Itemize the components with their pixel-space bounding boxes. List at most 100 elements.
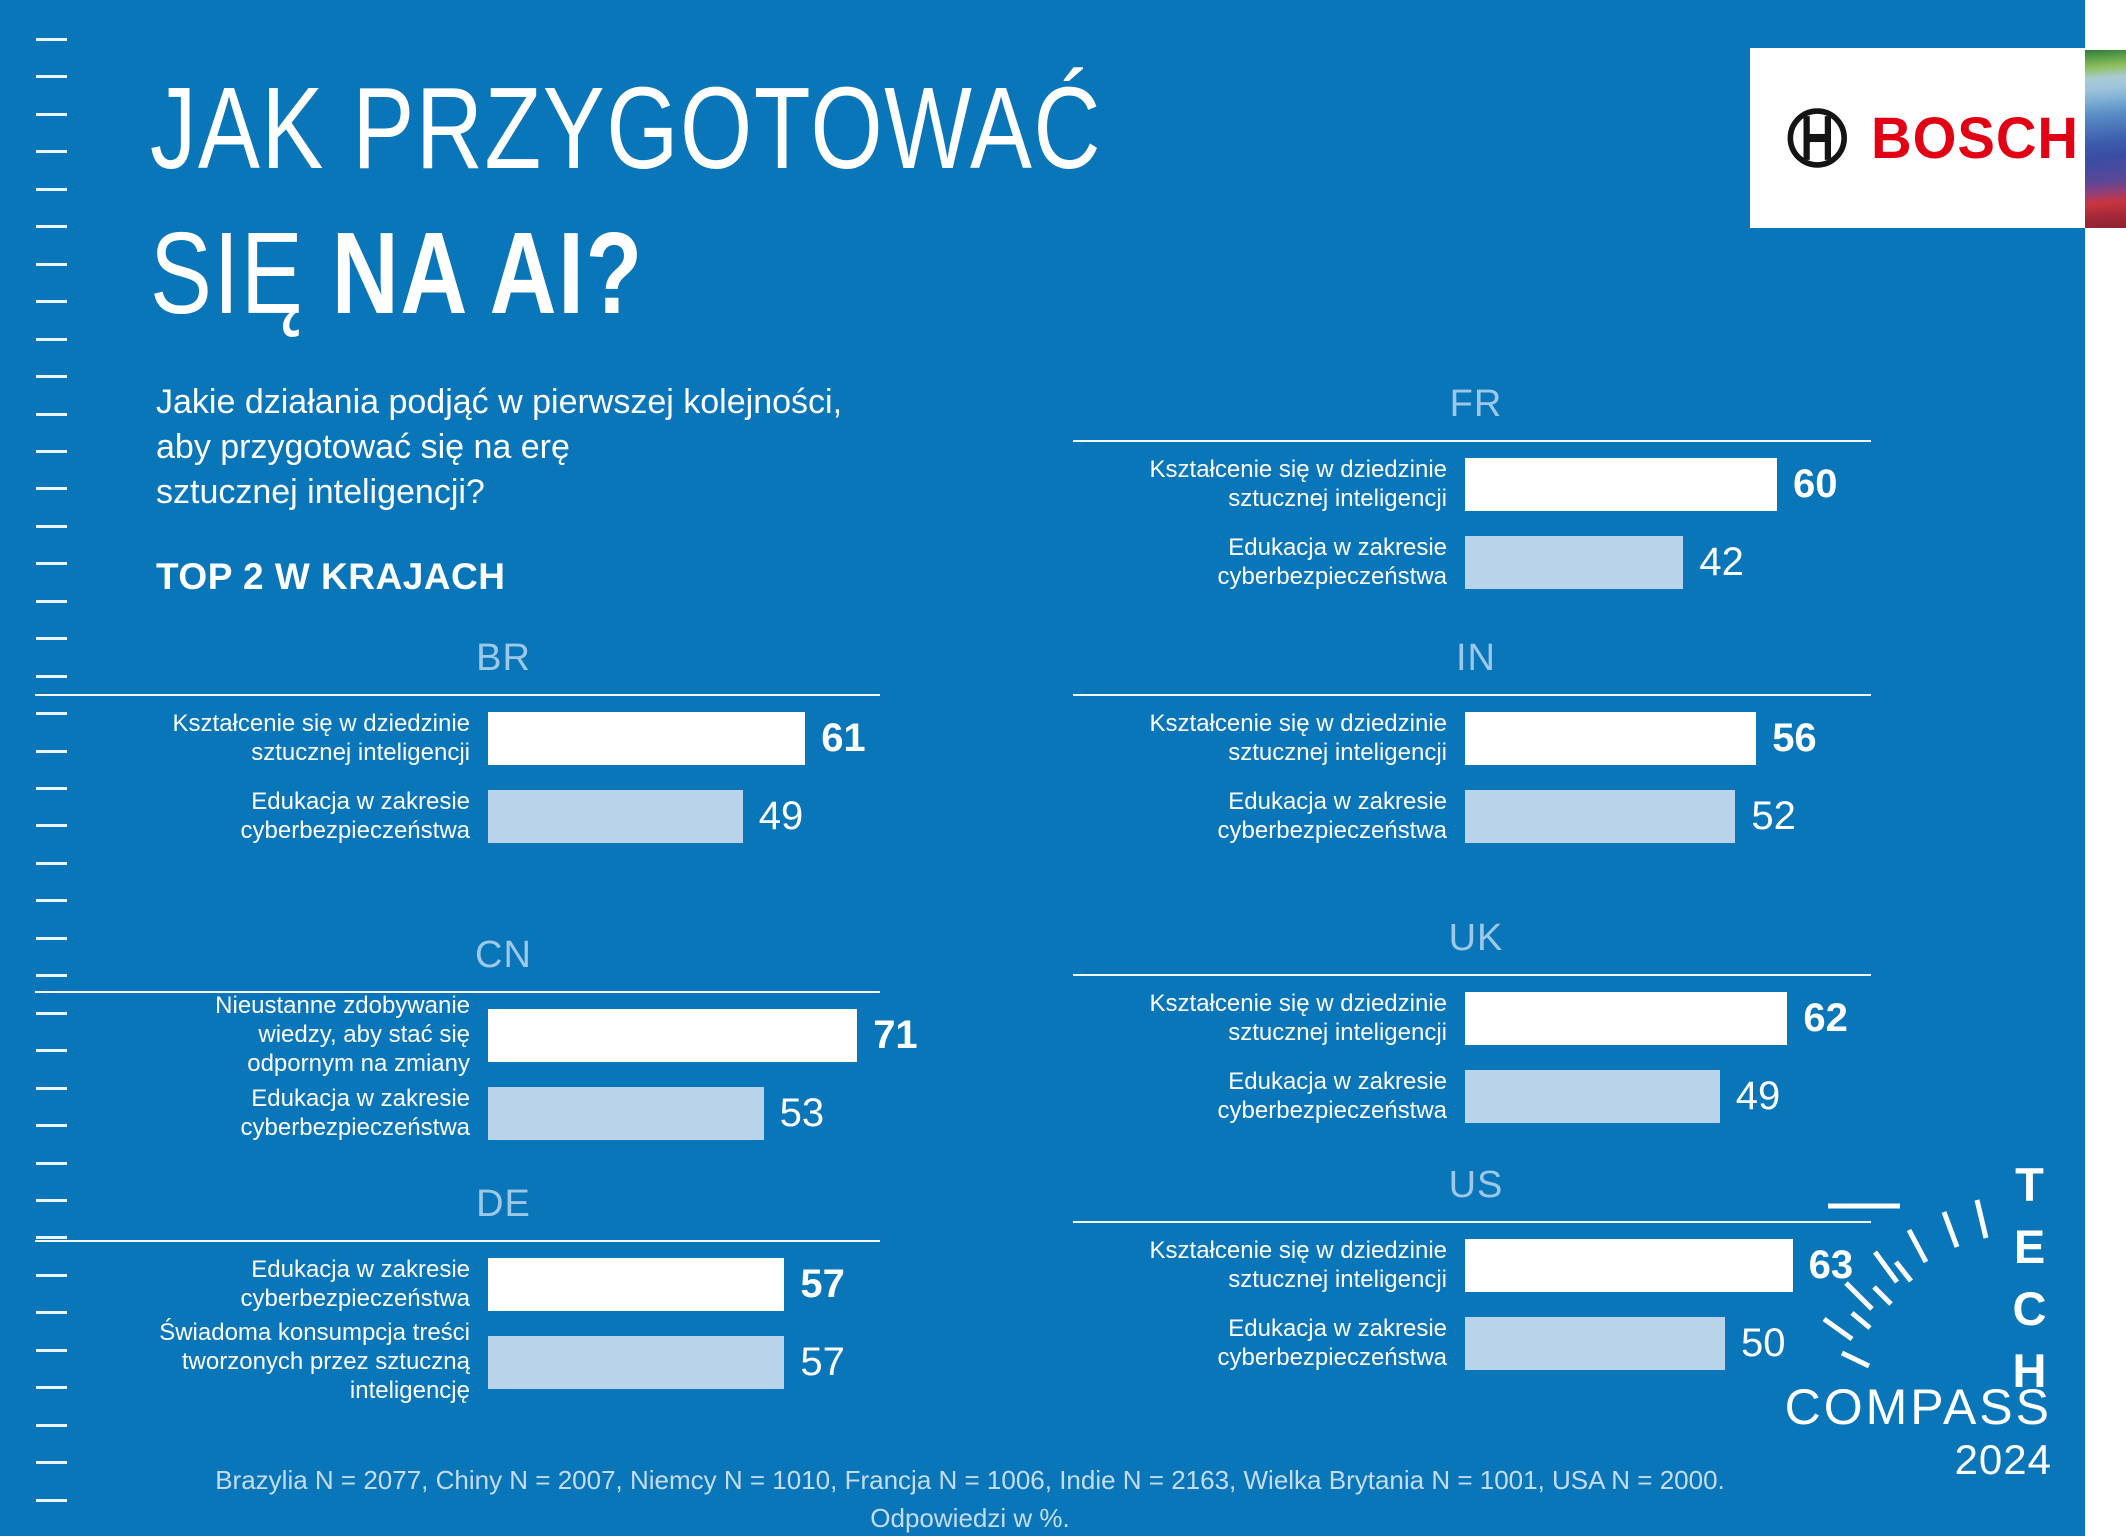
title-line2-light: SIĘ [150, 208, 305, 338]
bar-value: 61 [821, 716, 866, 760]
country-code-label: IN [1456, 637, 1496, 679]
footnote-unit: Odpowiedzi w %. [870, 1502, 1070, 1533]
ruler-tick [36, 1461, 67, 1465]
ruler-tick [36, 712, 67, 716]
page-title: JAK PRZYGOTOWAĆ SIĘ NA AI? [150, 56, 1102, 346]
ruler-tick [36, 449, 67, 453]
ruler-tick [36, 1348, 67, 1352]
bar-secondary [488, 1087, 764, 1140]
country-divider-line [1073, 694, 1871, 696]
bar-label: Edukacja w zakresie cyberbezpieczeństwa [240, 1255, 470, 1312]
bar-value: 71 [873, 1013, 918, 1057]
ruler-tick [36, 1236, 67, 1240]
bosch-anchor-icon [1787, 108, 1847, 168]
bar-secondary [1465, 536, 1683, 589]
bar-label: Edukacja w zakresie cyberbezpieczeństwa [240, 787, 470, 844]
ruler-tick [36, 1086, 67, 1090]
subtitle-line-2: aby przygotować się na erę [156, 428, 570, 467]
ruler-tick [36, 112, 67, 116]
ruler-tick [36, 974, 67, 978]
ruler-tick [36, 899, 67, 903]
ruler-tick [36, 262, 67, 266]
bar-value: 62 [1803, 996, 1848, 1040]
bar-primary [1465, 458, 1777, 511]
bar-secondary [488, 790, 743, 843]
ruler-tick [36, 1311, 67, 1315]
bar-primary [488, 1009, 857, 1062]
ruler-tick [36, 524, 67, 528]
country-divider-line [1073, 974, 1871, 976]
bar-primary [1465, 712, 1756, 765]
bar-value: 52 [1751, 794, 1796, 838]
ruler-tick [36, 936, 67, 940]
section-label: TOP 2 W KRAJACH [156, 556, 506, 597]
bosch-logo: BOSCH [1750, 48, 2085, 228]
ruler-tick [36, 674, 67, 678]
country-code-label: DE [476, 1183, 531, 1225]
ruler-tick [36, 1386, 67, 1390]
bar-value: 57 [800, 1262, 845, 1306]
bar-label: Edukacja w zakresie cyberbezpieczeństwa [1217, 1067, 1447, 1124]
subtitle: Jakie działania podjąć w pierwszej kolej… [156, 380, 842, 516]
bar-value: 56 [1772, 716, 1817, 760]
right-margin [2085, 0, 2126, 1536]
country-divider-line [35, 694, 880, 696]
footnote: Brazylia N = 2077, Chiny N = 2007, Niemc… [60, 1462, 1880, 1536]
bar-primary [1465, 1239, 1793, 1292]
footnote-sample-sizes: Brazylia N = 2077, Chiny N = 2007, Niemc… [215, 1465, 1725, 1495]
ruler-tick [36, 1273, 67, 1277]
country-code-label: UK [1448, 917, 1504, 959]
techcompass-compass-label: COMPASS [1784, 1379, 2052, 1435]
bar-value: 53 [779, 1091, 825, 1135]
ruler-tick [36, 412, 67, 416]
country-divider-line [1073, 440, 1871, 442]
country-code-label: US [1448, 1164, 1504, 1206]
ruler-tick [36, 824, 67, 828]
country-code-label: BR [476, 637, 531, 679]
ruler-tick [36, 1011, 67, 1015]
ruler-tick [36, 38, 67, 41]
bar-value: 49 [1735, 1074, 1781, 1118]
bar-label: Edukacja w zakresie cyberbezpieczeństwa [1217, 1314, 1447, 1371]
techcompass-tech-label: TECH [2003, 1158, 2056, 1406]
ruler-tick [36, 861, 67, 865]
bar-label: Kształcenie się w dziedzinie sztucznej i… [1149, 989, 1447, 1046]
bar-value: 49 [758, 794, 804, 838]
ruler-tick [36, 637, 67, 641]
bar-primary [1465, 992, 1787, 1045]
ruler-tick [36, 562, 67, 566]
bar-label: Edukacja w zakresie cyberbezpieczeństwa [1217, 533, 1447, 590]
bar-primary [488, 712, 805, 765]
ruler-tick [36, 300, 67, 304]
bar-value: 57 [800, 1340, 845, 1384]
bar-label: Edukacja w zakresie cyberbezpieczeństwa [1217, 787, 1447, 844]
ruler-tick [36, 787, 67, 790]
bar-label: Nieustanne zdobywanie wiedzy, aby stać s… [215, 992, 470, 1077]
bar-secondary [1465, 790, 1735, 843]
ruler-tick [36, 1198, 67, 1202]
bar-label: Kształcenie się w dziedzinie sztucznej i… [1149, 455, 1447, 512]
subtitle-line-1: Jakie działania podjąć w pierwszej kolej… [156, 383, 843, 421]
bosch-wordmark: BOSCH [1870, 105, 2079, 171]
country-divider-line [35, 991, 880, 993]
ruler-tick [36, 375, 67, 379]
title-line-2: SIĘ NA AI? [150, 208, 644, 338]
bar-label: Świadoma konsumpcja treści tworzonych pr… [159, 1319, 470, 1404]
ruler-tick [36, 749, 67, 753]
title-line2-bold: NA AI? [331, 208, 644, 338]
bar-value: 50 [1741, 1321, 1786, 1365]
bar-label: Kształcenie się w dziedzinie sztucznej i… [1149, 1236, 1447, 1293]
bar-label: Edukacja w zakresie cyberbezpieczeństwa [240, 1084, 470, 1141]
ruler-tick [36, 599, 67, 603]
ruler-tick [36, 487, 67, 491]
country-divider-line [35, 1240, 880, 1242]
ruler-tick [36, 75, 67, 79]
techcompass-year: 2024 [1954, 1436, 2052, 1483]
bar-primary [488, 1258, 784, 1311]
ruler-tick [36, 150, 67, 154]
subtitle-line-3: sztucznej inteligencji? [156, 473, 485, 512]
bar-value: 42 [1699, 540, 1744, 584]
ruler-tick [36, 225, 67, 229]
country-divider-line [1073, 1221, 1871, 1223]
